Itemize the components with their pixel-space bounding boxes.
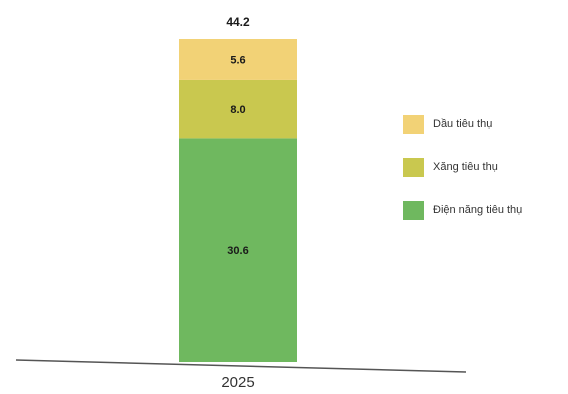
legend-swatch-xang — [403, 157, 424, 177]
bar-segments — [179, 39, 297, 362]
segment-label-dau: 5.6 — [230, 54, 245, 66]
legend-label-dien: Điện năng tiêu thụ — [433, 204, 523, 216]
legend-swatch-dien — [403, 200, 424, 220]
bar-segment-dau — [179, 39, 297, 80]
total-label: 44.2 — [226, 15, 250, 29]
legend-item-xang: Xăng tiêu thụ — [403, 157, 522, 177]
legend-item-dien: Điện năng tiêu thụ — [403, 200, 522, 220]
bar-segment-dien — [179, 138, 297, 362]
legend-label-xang: Xăng tiêu thụ — [433, 161, 498, 173]
legend-swatch-dau — [403, 114, 424, 134]
segment-labels: 30.6 8.0 5.6 — [227, 54, 248, 257]
legend: Dầu tiêu thụ Xăng tiêu thụ Điện năng tiê… — [403, 114, 522, 243]
segment-label-xang: 8.0 — [230, 104, 245, 116]
legend-item-dau: Dầu tiêu thụ — [403, 114, 522, 134]
legend-label-dau: Dầu tiêu thụ — [433, 118, 493, 130]
x-axis-line — [15, 359, 467, 373]
segment-label-dien: 30.6 — [227, 245, 248, 257]
bar-segment-xang — [179, 79, 297, 139]
x-tick-label: 2025 — [221, 374, 254, 391]
